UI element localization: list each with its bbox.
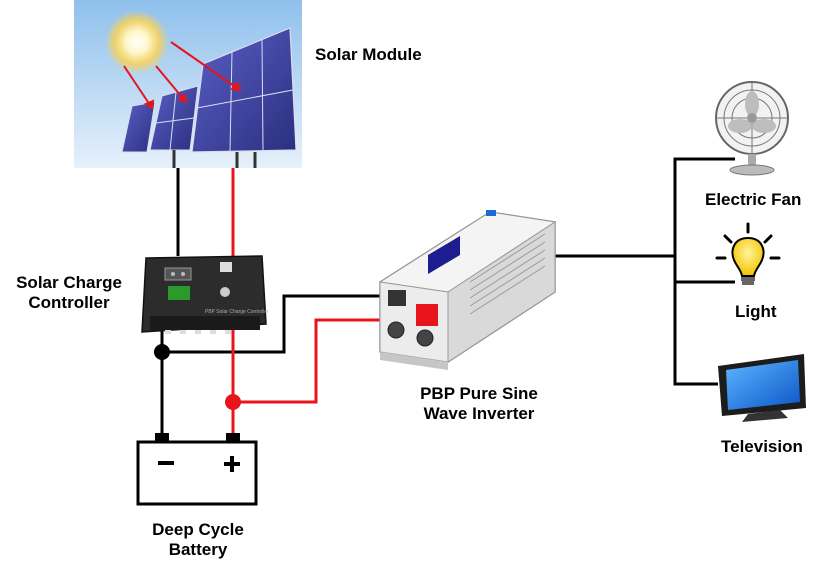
charge-controller-icon: PBP Solar Charge Controller <box>141 255 269 334</box>
battery-label: Deep Cycle Battery <box>128 520 268 560</box>
battery-icon <box>136 433 258 506</box>
battery-label-line1: Deep Cycle <box>152 520 244 539</box>
charge-controller-label: Solar Charge Controller <box>4 273 134 313</box>
battery-label-line2: Battery <box>168 540 228 559</box>
solar-module-label: Solar Module <box>315 45 422 64</box>
charge-controller-label-line1: Solar Charge <box>16 273 122 292</box>
television-icon <box>718 354 806 422</box>
inverter-label-line1: PBP Pure Sine <box>420 384 538 403</box>
solar-panel-icon <box>74 0 302 168</box>
positive-junction <box>225 394 241 410</box>
fan-label: Electric Fan <box>705 190 802 209</box>
inverter-label-line2: Wave Inverter <box>423 404 535 423</box>
television-label: Television <box>721 437 803 456</box>
inverter-icon <box>378 210 557 370</box>
charge-controller-label-line2: Controller <box>28 293 110 312</box>
inverter-label: PBP Pure Sine Wave Inverter <box>404 384 554 424</box>
light-bulb-icon <box>715 222 781 285</box>
fan-icon <box>715 81 789 176</box>
light-label: Light <box>735 302 777 321</box>
negative-junction <box>154 344 170 360</box>
positive-wires <box>231 168 420 436</box>
sun-icon <box>105 10 169 74</box>
svg-text:PBP Solar Charge Controller: PBP Solar Charge Controller <box>205 309 269 315</box>
negative-wires <box>160 157 735 436</box>
